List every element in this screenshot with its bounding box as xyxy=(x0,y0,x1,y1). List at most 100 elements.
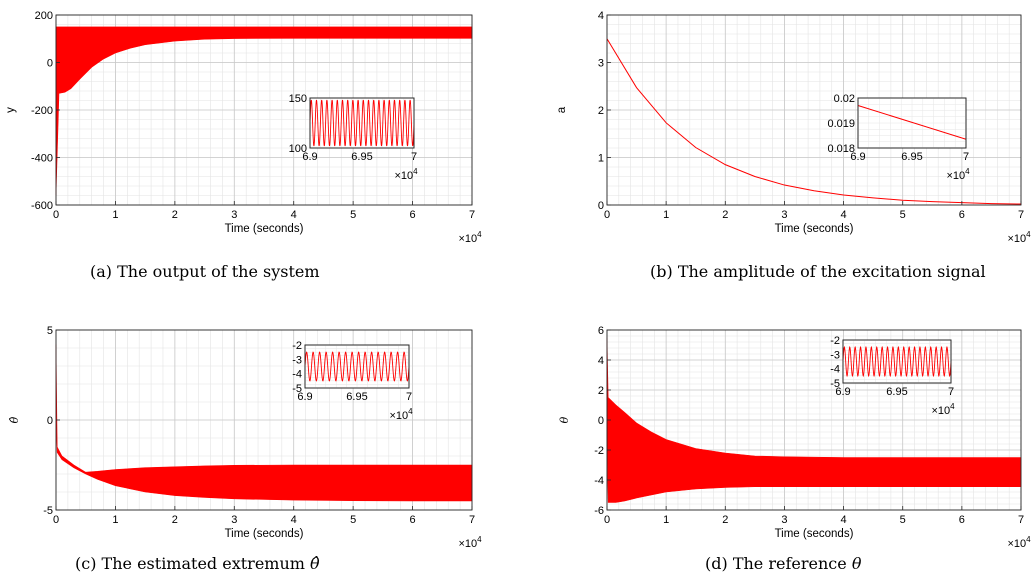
inset-axes-box xyxy=(304,344,410,389)
inset-x-tick-label: 6.95 xyxy=(886,386,907,398)
inset-y-tick-label: 0.019 xyxy=(827,118,855,130)
inset-y-tick-label: -4 xyxy=(292,369,302,381)
inset-series-line xyxy=(857,105,967,140)
inset-x-tick-label: 6.95 xyxy=(351,151,372,163)
inset-series-line xyxy=(304,351,410,382)
inset-x-tick-label: 6.9 xyxy=(302,151,317,163)
x-tick-label: 2 xyxy=(172,209,178,221)
caption-a-text: The output of the system xyxy=(117,262,320,281)
chart-panel-4: 0 1 2 3 4 5 6 7 -6 -4 -2 0 2 4 6 Time (seconds) ×104 θ 6.9… xyxy=(558,325,1031,550)
y-tick-label: 4 xyxy=(598,10,604,22)
x-tick-label: 4 xyxy=(841,514,847,526)
y-tick-label: -4 xyxy=(594,475,604,487)
x-tick-label: 4 xyxy=(291,209,297,221)
caption-c-text: The estimated extremum xyxy=(101,554,305,573)
caption-b-text: The amplitude of the excitation signal xyxy=(677,262,986,281)
x-tick-label: 6 xyxy=(959,514,965,526)
y-tick-label: 1 xyxy=(598,153,604,165)
y-axis-label: θ xyxy=(558,416,571,423)
inset-y-tick-label: 0.02 xyxy=(834,93,855,105)
inset-x-tick-label: 7 xyxy=(963,151,969,163)
y-tick-label: 2 xyxy=(598,385,604,397)
inset-y-tick-label: -2 xyxy=(830,335,840,347)
inset-axes-box xyxy=(842,339,952,384)
inset-y-tick-label: -5 xyxy=(830,378,840,390)
x-tick-label: 4 xyxy=(291,514,297,526)
chart-panel-1: 0 1 2 3 4 5 6 7 -600 -400 -200 0 200 Time (seconds) ×1… xyxy=(5,10,482,245)
x-tick-label: 7 xyxy=(1018,209,1024,221)
x-tick-label: 1 xyxy=(112,514,118,526)
inset-x-scale-label: ×104 xyxy=(931,402,955,417)
x-scale-label: ×104 xyxy=(458,535,482,550)
inset-x-tick-label: 6.9 xyxy=(297,391,312,403)
x-tick-label: 4 xyxy=(841,209,847,221)
inset-y-tick-label: -3 xyxy=(830,349,840,361)
x-axis-label: Time (seconds) xyxy=(225,528,304,540)
caption-d-symbol: θ xyxy=(851,554,862,573)
inset-x-scale-label: ×104 xyxy=(946,167,970,182)
chart-panel-2: 0 1 2 3 4 5 6 7 0 1 2 3 4 Time (seconds) ×104 a 6.9 6.95 7… xyxy=(556,10,1031,245)
y-tick-label: -2 xyxy=(594,445,604,457)
y-tick-label: 5 xyxy=(47,325,53,337)
y-tick-label: -600 xyxy=(31,200,53,212)
inset-series-line xyxy=(309,99,415,147)
x-tick-label: 6 xyxy=(959,209,965,221)
y-tick-label: 3 xyxy=(598,58,604,70)
x-tick-label: 5 xyxy=(900,209,906,221)
x-tick-label: 2 xyxy=(722,514,728,526)
inset-y-tick-label: 150 xyxy=(289,93,307,105)
inset-plot: 6.9 6.95 7 100 150 ×104 xyxy=(289,93,418,182)
caption-c-label: (c) xyxy=(75,554,97,573)
x-tick-label: 5 xyxy=(350,514,356,526)
y-tick-label: 4 xyxy=(598,355,604,367)
x-tick-label: 0 xyxy=(53,514,59,526)
x-tick-label: 0 xyxy=(604,209,610,221)
inset-y-tick-label: -3 xyxy=(292,354,302,366)
x-tick-label: 3 xyxy=(231,514,237,526)
inset-x-tick-label: 6.9 xyxy=(835,386,850,398)
inset-x-tick-label: 6.9 xyxy=(850,151,865,163)
x-tick-label: 3 xyxy=(781,209,787,221)
caption-d-text: The reference xyxy=(732,554,847,573)
inset-axes-box xyxy=(309,97,415,149)
x-tick-label: 3 xyxy=(231,209,237,221)
caption-d-label: (d) xyxy=(705,554,728,573)
inset-series-line xyxy=(842,345,952,378)
inset-x-tick-label: 7 xyxy=(948,386,954,398)
y-tick-label: 0 xyxy=(598,415,604,427)
x-axis-label: Time (seconds) xyxy=(775,223,854,235)
inset-y-tick-label: -2 xyxy=(292,340,302,352)
y-axis-label: θ̂ xyxy=(8,416,21,423)
inset-plot: 6.9 6.95 7 0.018 0.019 0.02 ×104 xyxy=(827,93,970,182)
x-tick-label: 0 xyxy=(53,209,59,221)
inset-x-scale-label: ×104 xyxy=(389,407,413,422)
caption-b: (b) The amplitude of the excitation sign… xyxy=(650,262,986,281)
x-axis-label: Time (seconds) xyxy=(225,223,304,235)
x-tick-label: 7 xyxy=(1018,514,1024,526)
x-tick-label: 2 xyxy=(172,514,178,526)
caption-c-symbol: θ̂ xyxy=(310,554,320,573)
y-tick-label: -200 xyxy=(31,105,53,117)
caption-b-label: (b) xyxy=(650,262,673,281)
x-tick-label: 3 xyxy=(781,514,787,526)
y-tick-label: -6 xyxy=(594,505,604,517)
inset-x-tick-label: 6.95 xyxy=(901,151,922,163)
caption-a-label: (a) xyxy=(90,262,113,281)
x-tick-label: 6 xyxy=(410,209,416,221)
inset-axes-box xyxy=(857,97,967,149)
x-tick-label: 1 xyxy=(663,514,669,526)
x-tick-label: 5 xyxy=(350,209,356,221)
inset-y-tick-label: -5 xyxy=(292,383,302,395)
x-scale-label: ×104 xyxy=(1007,230,1031,245)
x-tick-label: 6 xyxy=(410,514,416,526)
y-tick-label: 0 xyxy=(598,200,604,212)
series-line xyxy=(606,38,1022,205)
y-tick-label: -5 xyxy=(43,505,53,517)
inset-y-tick-label: 0.018 xyxy=(827,143,855,155)
y-tick-label: 200 xyxy=(35,10,53,22)
x-tick-label: 7 xyxy=(469,514,475,526)
inset-y-tick-label: -4 xyxy=(830,364,840,376)
inset-x-scale-label: ×104 xyxy=(394,167,418,182)
